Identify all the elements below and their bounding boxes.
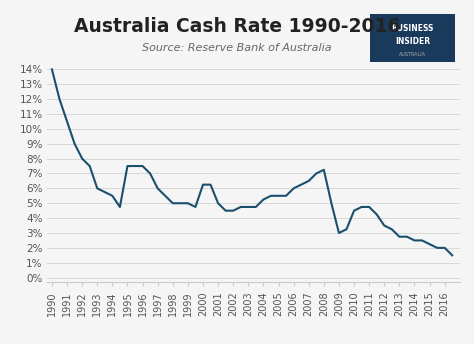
Text: Australia Cash Rate 1990-2016: Australia Cash Rate 1990-2016 (74, 17, 400, 36)
Text: AUSTRALIA: AUSTRALIA (399, 52, 426, 57)
Text: INSIDER: INSIDER (395, 37, 430, 46)
Text: BUSINESS: BUSINESS (391, 24, 434, 33)
Text: Source: Reserve Bank of Australia: Source: Reserve Bank of Australia (142, 43, 332, 53)
